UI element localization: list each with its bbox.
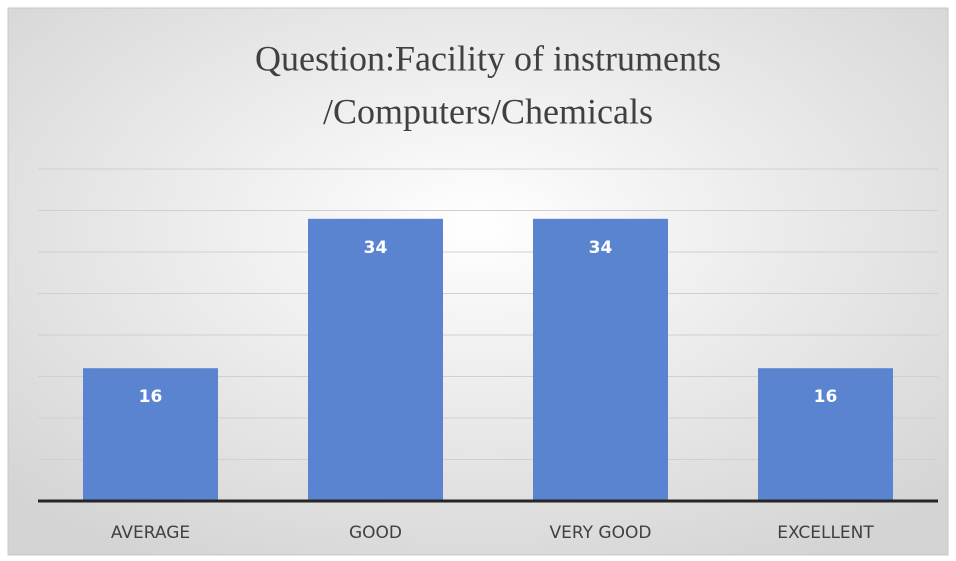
x-tick-label: EXCELLENT [777, 523, 874, 543]
data-label: 16 [814, 387, 838, 407]
x-tick-label: AVERAGE [111, 523, 190, 543]
data-label: 16 [139, 387, 163, 407]
chart-title: Question:Facility of instruments [255, 38, 721, 78]
bar [758, 368, 893, 501]
bar [533, 218, 668, 502]
chart-title: /Computers/Chemicals [323, 91, 653, 131]
data-label: 34 [589, 238, 613, 258]
bar [308, 218, 443, 502]
bar [83, 368, 218, 501]
x-tick-label: VERY GOOD [550, 523, 652, 543]
data-label: 34 [364, 238, 388, 258]
x-tick-label: GOOD [349, 523, 402, 543]
